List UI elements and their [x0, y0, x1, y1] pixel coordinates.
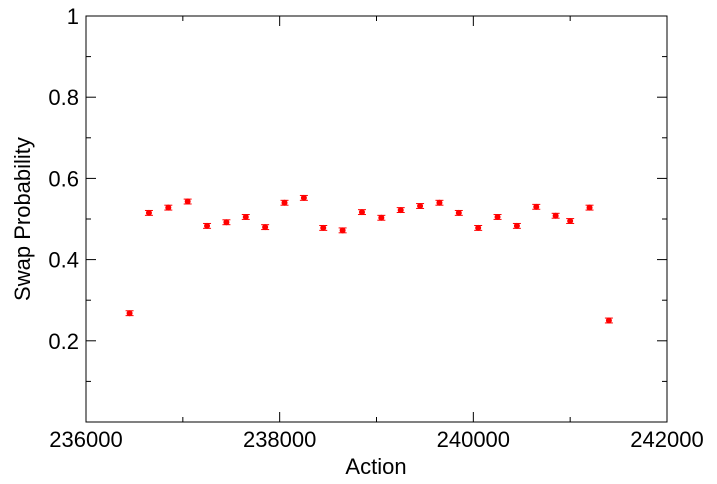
point-marker: [552, 212, 559, 219]
point-marker: [339, 227, 346, 234]
data-point: [338, 227, 347, 234]
y-tick-label: 1: [67, 4, 79, 29]
point-marker: [300, 194, 307, 201]
point-marker: [436, 199, 443, 206]
y-tick-label: 0.4: [48, 248, 79, 273]
x-tick-label: 242000: [630, 427, 703, 452]
data-point: [585, 204, 594, 211]
point-marker: [417, 203, 424, 210]
y-tick-label: 0.6: [48, 166, 79, 191]
y-tick-label: 0.2: [48, 329, 79, 354]
point-marker: [145, 209, 152, 216]
point-marker: [455, 209, 462, 216]
point-marker: [513, 222, 520, 229]
data-point: [566, 218, 575, 225]
data-point: [125, 310, 134, 317]
x-tick-label: 236000: [49, 427, 122, 452]
data-point: [416, 203, 425, 210]
point-marker: [586, 204, 593, 211]
point-marker: [397, 207, 404, 214]
data-point: [222, 219, 231, 226]
data-point: [454, 209, 463, 216]
data-point: [435, 199, 444, 206]
ticks: [85, 15, 668, 422]
point-marker: [358, 209, 365, 216]
data-point: [604, 317, 613, 324]
y-axis-title: Swap Probability: [10, 137, 35, 301]
point-marker: [262, 224, 269, 231]
point-marker: [165, 204, 172, 211]
point-marker: [242, 213, 249, 220]
point-marker: [494, 213, 501, 220]
data-point: [261, 224, 270, 231]
point-marker: [320, 224, 327, 231]
x-tick-label: 238000: [243, 427, 316, 452]
point-marker: [378, 214, 385, 221]
point-marker: [475, 224, 482, 231]
x-axis-title: Action: [345, 454, 406, 479]
tick-labels: 236000 238000 240000 242000 0.2 0.4 0.6 0.8 1: [48, 4, 703, 452]
data-point: [241, 213, 250, 220]
data-point: [377, 214, 386, 221]
data-points: [125, 194, 613, 324]
data-point: [357, 209, 366, 216]
data-point: [144, 209, 153, 216]
data-point: [164, 204, 173, 211]
data-point: [319, 224, 328, 231]
y-tick-label: 0.8: [48, 85, 79, 110]
data-point: [512, 222, 521, 229]
data-point: [203, 222, 212, 229]
data-point: [532, 203, 541, 210]
point-marker: [126, 310, 133, 317]
point-marker: [223, 219, 230, 226]
point-marker: [567, 218, 574, 225]
x-tick-label: 240000: [437, 427, 510, 452]
plot-frame: [85, 15, 668, 423]
data-point: [183, 198, 192, 205]
data-point: [551, 212, 560, 219]
point-marker: [204, 222, 211, 229]
point-marker: [533, 203, 540, 210]
point-marker: [605, 317, 612, 324]
data-point: [299, 194, 308, 201]
data-point: [280, 199, 289, 206]
point-marker: [184, 198, 191, 205]
data-point: [474, 224, 483, 231]
point-marker: [281, 199, 288, 206]
data-point: [493, 213, 502, 220]
data-point: [396, 207, 405, 214]
